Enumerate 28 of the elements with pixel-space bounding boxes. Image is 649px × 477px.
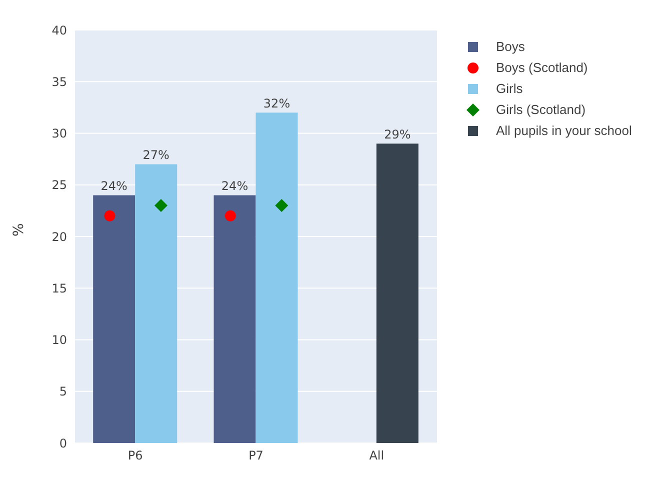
y-tick-label: 20 bbox=[52, 230, 67, 244]
y-axis-title: % bbox=[10, 223, 27, 236]
x-tick-label: All bbox=[369, 448, 384, 463]
bar bbox=[93, 195, 136, 443]
legend-label: Boys (Scotland) bbox=[496, 60, 588, 75]
legend-label: Girls (Scotland) bbox=[496, 102, 586, 117]
bar bbox=[256, 112, 298, 443]
legend-label: Boys bbox=[496, 39, 525, 54]
legend-label: All pupils in your school bbox=[496, 123, 632, 138]
y-tick-label: 35 bbox=[52, 74, 67, 89]
data-label: 29% bbox=[384, 128, 411, 142]
bar bbox=[135, 164, 178, 443]
data-label: 27% bbox=[142, 148, 170, 162]
legend-label: Girls bbox=[496, 81, 523, 96]
bar bbox=[376, 144, 418, 443]
y-tick-label: 5 bbox=[59, 384, 67, 399]
y-tick-label: 0 bbox=[59, 436, 67, 450]
data-label: 24% bbox=[100, 179, 128, 194]
y-tick-label: 15 bbox=[52, 281, 67, 296]
x-tick-label: P6 bbox=[128, 448, 143, 463]
data-label: 32% bbox=[263, 96, 290, 111]
x-tick-label: P7 bbox=[248, 448, 264, 463]
data-label: 24% bbox=[221, 179, 248, 194]
y-tick-label: 30 bbox=[52, 126, 67, 141]
bar bbox=[214, 195, 256, 443]
y-tick-label: 40 bbox=[52, 23, 67, 38]
y-tick-label: 10 bbox=[52, 333, 67, 348]
y-tick-label: 25 bbox=[52, 178, 67, 192]
